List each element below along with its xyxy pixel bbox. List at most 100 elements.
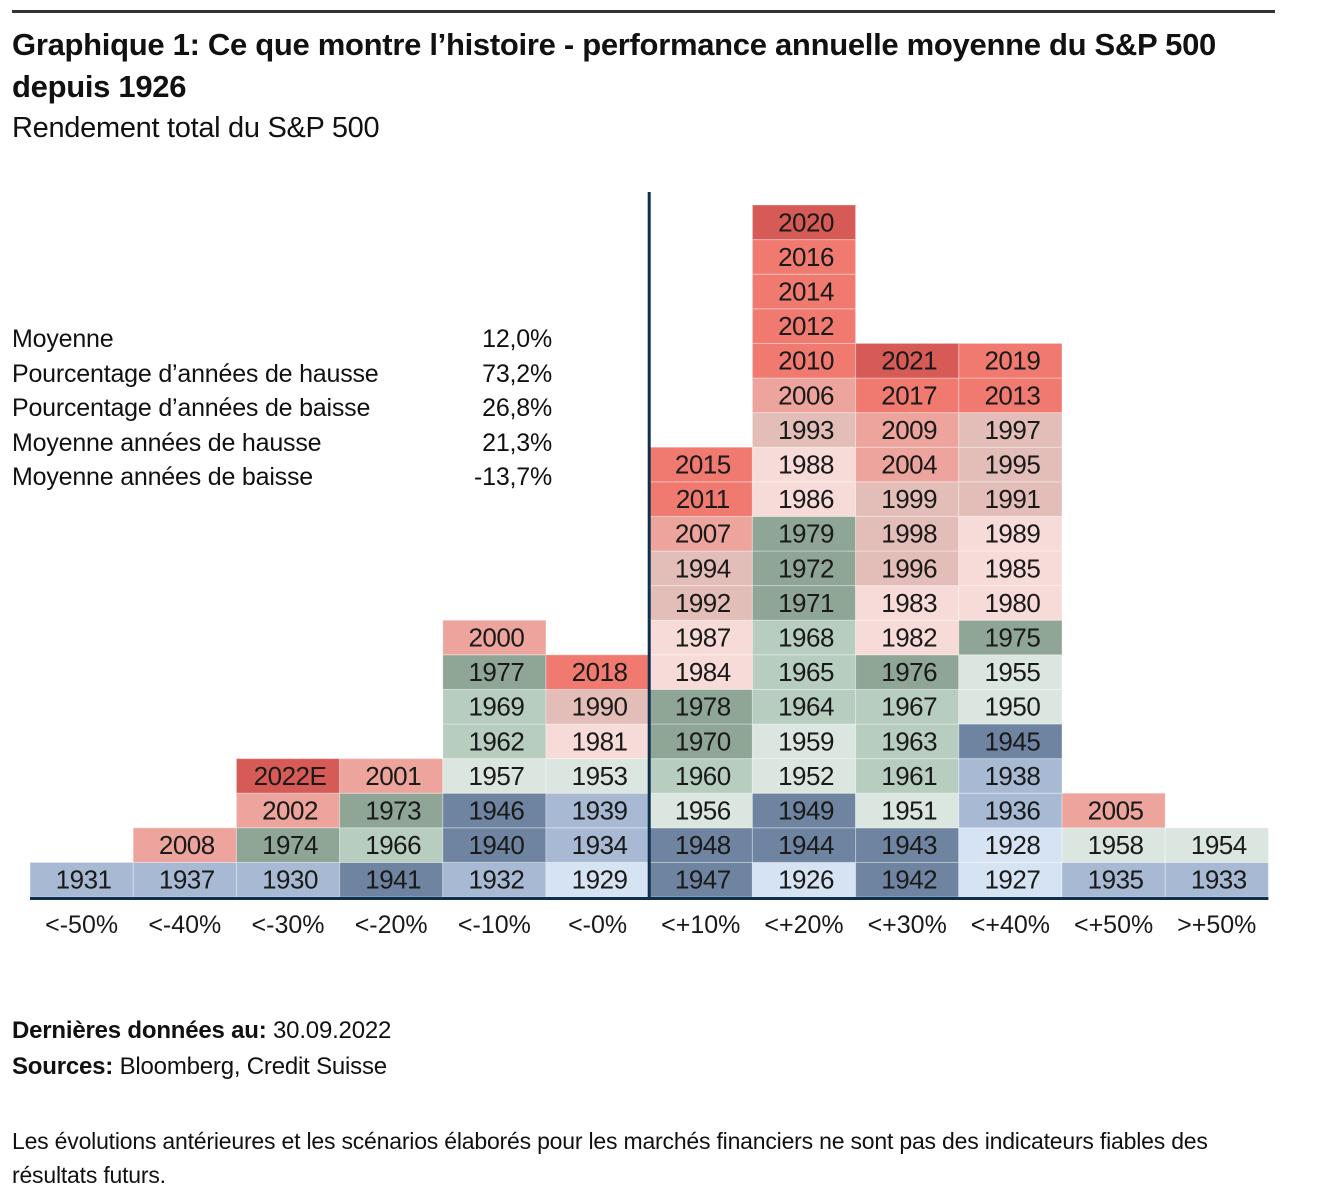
year-cell — [751, 412, 857, 448]
year-label: 1950 — [984, 692, 1040, 722]
year-label: 1972 — [778, 553, 834, 583]
year-label: 1928 — [984, 830, 1040, 860]
year-cell — [648, 550, 753, 587]
year-cell — [855, 550, 960, 587]
year-label: 1985 — [984, 553, 1040, 583]
year-cell — [545, 792, 650, 829]
year-label: 1986 — [778, 484, 834, 514]
year-cell — [648, 619, 753, 656]
stat-row-avg-up: Moyenne années de hausse 21,3% — [12, 426, 552, 461]
year-label: 2006 — [778, 380, 834, 410]
year-cell — [855, 481, 960, 517]
stat-row-avg-down: Moyenne années de baisse -13,7% — [12, 460, 552, 495]
x-tick-label: <-0% — [568, 911, 627, 939]
year-label: 2017 — [881, 380, 937, 410]
year-label: 1989 — [984, 519, 1040, 549]
year-cell — [751, 758, 857, 794]
stat-label: Pourcentage d’années de baisse — [12, 394, 371, 422]
stat-label: Moyenne années de baisse — [12, 463, 313, 491]
year-label: 1981 — [572, 726, 628, 756]
stat-value: -13,7% — [473, 463, 552, 491]
year-cell — [958, 585, 1063, 621]
year-cell — [1164, 861, 1269, 898]
x-tick-label: <-10% — [458, 911, 531, 939]
year-cell — [442, 861, 547, 898]
year-label: 1961 — [881, 761, 937, 791]
year-label: 1962 — [468, 726, 524, 756]
year-cell — [339, 861, 444, 898]
histogram-chart: 1931 <-50% 1937 2008 <-40% 1930 1974 2002 2022E <… — [29, 192, 1269, 939]
year-label: 1983 — [881, 588, 937, 618]
year-label: 2011 — [676, 484, 730, 514]
year-cell — [545, 654, 650, 690]
year-label: 1998 — [881, 519, 937, 549]
x-tick-label: <+30% — [868, 911, 947, 939]
year-cell — [751, 342, 857, 379]
year-cell — [545, 827, 650, 863]
year-label: 1947 — [675, 865, 731, 895]
year-cell — [235, 861, 341, 898]
year-cell — [648, 446, 753, 483]
year-cell — [235, 792, 341, 829]
column-0: 1931 — [29, 861, 134, 898]
year-label: 1944 — [778, 830, 834, 860]
x-tick-label: <+20% — [764, 911, 843, 939]
x-tick-label: <-30% — [252, 911, 325, 939]
chart-title: Graphique 1: Ce que montre l’histoire - … — [12, 27, 1216, 104]
data-date-line: Dernières données au: 30.09.2022 — [12, 1016, 391, 1046]
year-cell — [751, 585, 857, 621]
stat-value: 21,3% — [482, 428, 552, 457]
sources-label: Sources: — [12, 1053, 114, 1080]
year-label: 1995 — [984, 450, 1040, 480]
year-cell — [751, 550, 857, 587]
year-cell — [1061, 827, 1166, 863]
year-label: 1975 — [984, 623, 1040, 653]
year-label: 1994 — [675, 553, 731, 583]
year-cell — [855, 515, 960, 552]
year-label: 1954 — [1191, 830, 1247, 860]
data-date-label: Dernières données au: — [12, 1017, 267, 1044]
year-cell — [855, 827, 960, 863]
year-cell — [1061, 792, 1166, 829]
year-cell — [855, 619, 960, 656]
year-label: 1982 — [881, 623, 937, 653]
stat-label: Pourcentage d’années de hausse — [12, 359, 379, 388]
year-label: 1957 — [468, 761, 524, 791]
year-label: 1965 — [778, 657, 834, 687]
year-label: 1980 — [984, 588, 1040, 618]
year-label: 1955 — [984, 657, 1040, 687]
year-cell — [958, 654, 1063, 690]
year-cell — [958, 827, 1063, 863]
year-cell — [442, 827, 547, 863]
year-cell — [855, 688, 960, 725]
x-tick-label: >+50% — [1177, 911, 1256, 939]
year-label: 2001 — [365, 761, 421, 791]
year-label: 1987 — [675, 623, 731, 653]
stat-value: 12,0% — [482, 325, 552, 353]
year-cell — [751, 446, 857, 483]
year-label: 1936 — [984, 796, 1040, 826]
year-label: 1971 — [778, 588, 834, 618]
year-cell — [958, 412, 1063, 448]
year-cell — [235, 758, 341, 794]
year-label: 1940 — [468, 830, 524, 860]
year-label: 1935 — [1088, 865, 1144, 895]
year-label: 1949 — [778, 796, 834, 826]
year-label: 1943 — [881, 830, 937, 860]
column-10: 1935 1958 2005 — [1061, 792, 1166, 898]
year-label: 2013 — [984, 380, 1040, 410]
year-cell — [648, 688, 753, 725]
stat-label: Moyenne — [12, 325, 114, 353]
year-label: 1969 — [468, 692, 524, 722]
year-label: 1945 — [984, 726, 1040, 756]
year-cell — [545, 861, 650, 898]
year-label: 1973 — [365, 796, 421, 826]
year-cell — [442, 792, 547, 829]
year-cell — [855, 446, 960, 483]
year-cell — [958, 723, 1063, 760]
year-cell — [648, 585, 753, 621]
year-label: 2014 — [778, 277, 834, 307]
year-label: 2007 — [675, 519, 731, 549]
year-label: 2022E — [254, 761, 327, 791]
year-label: 1934 — [572, 830, 628, 860]
